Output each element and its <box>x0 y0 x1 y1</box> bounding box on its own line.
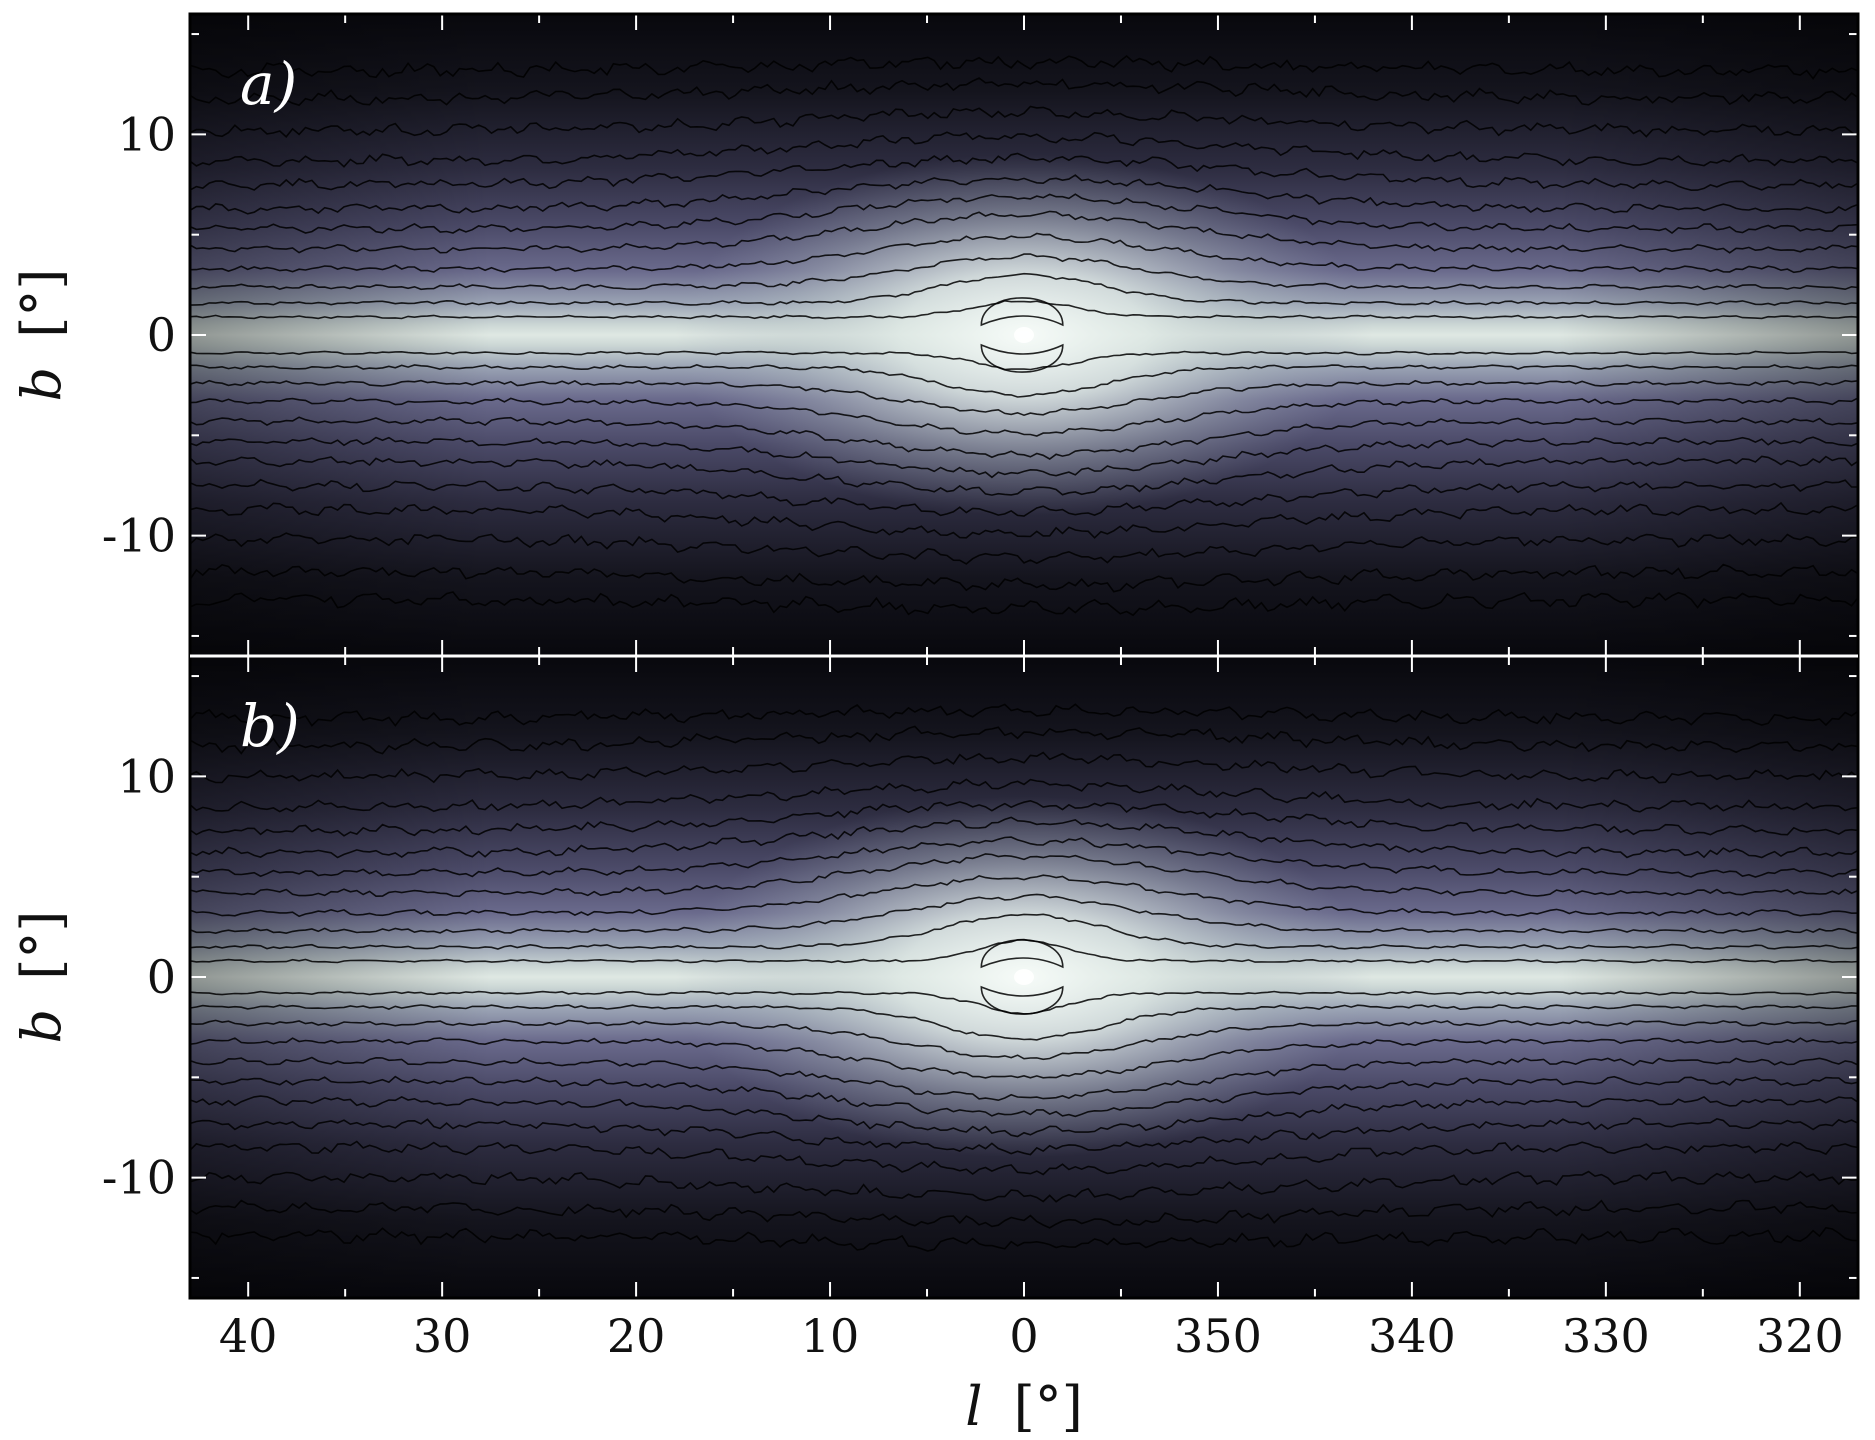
panel-a-contour-3-south <box>189 379 1859 417</box>
panel-b-contour-6-south <box>189 1075 1859 1118</box>
x-tick-label: 0 <box>1009 1309 1038 1363</box>
panel-b-contour-8-north <box>189 799 1859 837</box>
x-tick-labels: 40 30 20 10 0 350 340 330 320 <box>219 1309 1844 1363</box>
panel-a-contour-6-south <box>189 436 1859 479</box>
panel-a-y-axis-title: b [°] <box>10 269 73 402</box>
panel-b-contour-9-north <box>189 778 1859 813</box>
panel-b-bulge-lobe-north <box>980 939 1064 969</box>
panel-b-y-axis-var: b <box>10 1009 73 1044</box>
panel-b-contour-12-north <box>189 703 1859 727</box>
panel-a: 10 0 -10 a) b [°] <box>10 12 1860 658</box>
panel-a-contours <box>189 54 1859 617</box>
x-axis-title: l [°] <box>965 1375 1083 1438</box>
panel-a-contour-3-north <box>190 253 1859 291</box>
x-axis-var: l <box>965 1375 982 1438</box>
panel-b-y-tick-labels: 10 0 -10 <box>102 749 176 1204</box>
x-tick-label: 350 <box>1174 1309 1262 1363</box>
panel-a-y-tick-labels: 10 0 -10 <box>102 107 176 562</box>
panel-a-bulge-lobe-south <box>980 343 1064 373</box>
panel-b-bulge-lobe-south <box>980 985 1064 1015</box>
panel-a-y-tick-label: 10 <box>117 107 176 161</box>
panel-b-contour-6-north <box>189 836 1859 878</box>
panel-b-contours <box>189 703 1859 1252</box>
panel-b-contour-3-south <box>189 1019 1859 1061</box>
panel-b-label: b) <box>240 692 300 760</box>
panel-a-contour-8-south <box>189 478 1858 517</box>
panel-b-y-tick-label: -10 <box>102 1151 176 1205</box>
x-tick-label: 330 <box>1562 1309 1650 1363</box>
panel-a-contour-1-south <box>189 350 1859 371</box>
panel-a-bulge-lobe-north <box>980 297 1064 327</box>
panel-b-contour-2-north <box>189 913 1859 950</box>
panel-a-contour-12-north <box>189 54 1859 80</box>
panel-b: 10 0 -10 b) b [°] <box>10 654 1860 1300</box>
panel-a-contour-12-south <box>189 591 1859 617</box>
panel-b-contour-4-north <box>189 874 1859 918</box>
panel-b-ticks <box>190 656 1858 1298</box>
panel-a-contour-9-south <box>189 501 1859 539</box>
panel-b-contour-4-south <box>189 1037 1859 1079</box>
panel-b-y-axis-title: b [°] <box>10 911 73 1044</box>
panel-b-contour-8-south <box>189 1117 1859 1156</box>
panel-a-y-tick-label: -10 <box>102 509 176 563</box>
panel-a-y-tick-label: 0 <box>147 308 176 362</box>
panel-b-heatmap <box>190 656 1858 1298</box>
panel-a-contour-7-north <box>189 174 1859 215</box>
panel-b-contour-7-north <box>189 816 1859 859</box>
panel-a-label: a) <box>240 50 297 118</box>
panel-b-y-tick-label: 10 <box>117 749 176 803</box>
x-tick-label: 10 <box>801 1309 860 1363</box>
x-tick-label: 30 <box>413 1309 472 1363</box>
panel-b-contour-3-north <box>189 893 1859 935</box>
panel-b-contour-7-south <box>189 1095 1859 1138</box>
panel-a-contour-7-south <box>189 455 1859 496</box>
panel-a-contour-4-north <box>189 232 1859 274</box>
panel-a-contour-6-north <box>189 193 1859 234</box>
panel-a-contour-11-south <box>189 563 1859 593</box>
x-tick-label: 320 <box>1756 1309 1844 1363</box>
panel-b-contour-10-north <box>189 751 1859 784</box>
panel-a-contour-9-north <box>189 131 1859 168</box>
x-tick-label: 40 <box>219 1309 278 1363</box>
panel-a-contour-4-south <box>189 397 1859 437</box>
panel-b-contour-11-south <box>189 1199 1859 1229</box>
x-tick-label: 20 <box>607 1309 666 1363</box>
panel-a-contour-8-north <box>189 152 1859 192</box>
panel-b-contour-2-south <box>189 1004 1859 1041</box>
panel-a-contour-11-north <box>189 77 1859 107</box>
panel-a-y-axis-unit: [°] <box>10 269 73 338</box>
panel-b-contour-11-north <box>189 725 1859 755</box>
panel-a-edge-fade <box>190 14 1858 656</box>
panel-b-contour-5-south <box>189 1056 1859 1102</box>
x-axis-unit: [°] <box>1014 1375 1083 1438</box>
panel-a-y-axis-var: b <box>10 367 73 402</box>
panel-a-heatmap <box>190 14 1858 656</box>
panel-a-contour-1-north <box>189 299 1859 320</box>
panel-a-contour-2-south <box>190 364 1859 398</box>
panel-b-y-tick-label: 0 <box>147 950 176 1004</box>
panel-a-contour-10-north <box>189 105 1859 138</box>
panel-a-contour-2-north <box>189 272 1859 306</box>
panel-b-contour-10-south <box>189 1170 1859 1203</box>
panel-b-y-axis-unit: [°] <box>10 911 73 980</box>
panel-a-contour-5-south <box>189 416 1859 460</box>
panel-b-contour-5-north <box>189 853 1859 898</box>
panel-b-edge-fade <box>190 656 1858 1298</box>
panel-a-contour-10-south <box>189 532 1859 565</box>
panel-b-contour-12-south <box>189 1226 1859 1252</box>
panel-a-contour-5-north <box>189 210 1859 254</box>
x-tick-label: 340 <box>1368 1309 1456 1363</box>
panel-b-contour-9-south <box>189 1140 1859 1176</box>
